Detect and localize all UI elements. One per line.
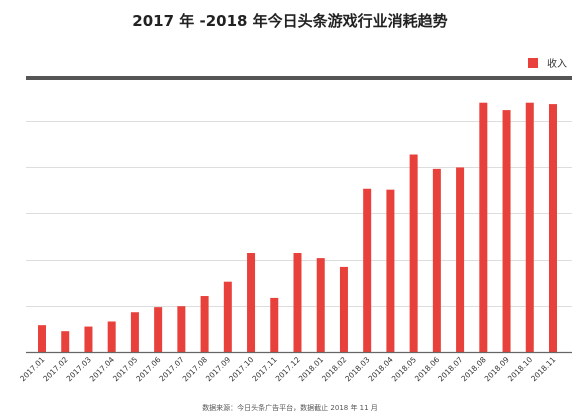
legend: 收入: [528, 57, 567, 70]
bar-2018.10: [525, 102, 534, 353]
x-axis-tick-labels: 2017.012017.022017.032017.042017.052017.…: [18, 355, 557, 383]
bar-2018.11: [549, 104, 557, 352]
bar-2017.12: [293, 253, 302, 352]
bar-2017.08: [200, 296, 209, 352]
bar-2017.10: [247, 253, 256, 352]
chart-title: 2017 年 -2018 年今日头条游戏行业消耗趋势: [132, 12, 447, 30]
bar-2017.05: [130, 312, 139, 352]
legend-label: 收入: [547, 57, 567, 70]
bar-2017.09: [223, 281, 232, 352]
bar-2018.09: [502, 110, 511, 352]
bar-2018.03: [363, 188, 372, 352]
bar-2018.01: [316, 258, 325, 352]
bar-2018.07: [456, 167, 465, 352]
bar-2017.11: [270, 297, 279, 352]
bar-2018.02: [339, 266, 348, 352]
bar-2017.02: [61, 331, 70, 352]
top-rule: [26, 76, 572, 80]
bar-2018.05: [409, 154, 418, 352]
bar-2018.08: [479, 102, 488, 353]
bar-2018.06: [432, 168, 441, 352]
bar-2017.06: [154, 307, 163, 352]
bar-2017.03: [84, 326, 93, 352]
bar-2017.01: [38, 325, 46, 352]
legend-swatch: [528, 58, 538, 68]
bar-2018.04: [386, 189, 395, 352]
source-note: 数据来源：今日头条广告平台，数据截止 2018 年 11 月: [202, 403, 378, 412]
x-tick-label: 2018.11: [529, 355, 557, 383]
bars: [38, 102, 557, 353]
bar-2017.04: [107, 321, 116, 352]
bar-2017.07: [177, 306, 186, 352]
